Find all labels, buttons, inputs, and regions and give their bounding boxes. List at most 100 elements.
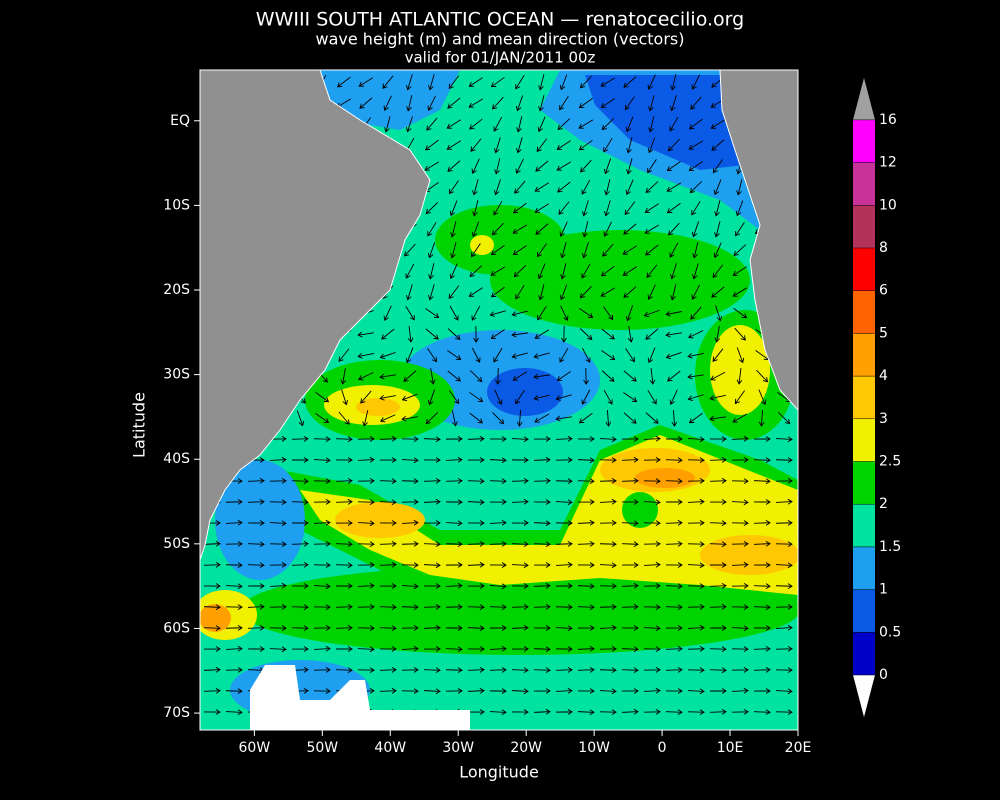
vector [666, 182, 682, 192]
vector [621, 541, 639, 548]
vector [379, 457, 397, 463]
vector [709, 456, 727, 463]
vector [427, 389, 436, 406]
green-region [435, 205, 565, 275]
vector [625, 179, 634, 196]
vector [379, 520, 397, 526]
vector [599, 457, 617, 463]
vector [315, 391, 330, 403]
vector [775, 436, 793, 443]
vector [687, 709, 705, 715]
vector [313, 645, 331, 652]
vector [604, 179, 611, 196]
vector [555, 415, 572, 422]
vector [645, 181, 659, 194]
vector [691, 200, 701, 216]
vector [533, 456, 551, 463]
antarctica [250, 665, 470, 730]
colorbar-band [853, 418, 875, 462]
colorbar-band [853, 290, 875, 334]
vector [225, 541, 243, 547]
vector [423, 646, 441, 652]
vector [357, 625, 375, 631]
vector [688, 161, 703, 171]
vector [445, 667, 463, 674]
vector [691, 221, 700, 238]
vector [468, 77, 483, 87]
vector [379, 625, 397, 632]
vector [714, 326, 721, 343]
y-tick-label: 70S [163, 705, 190, 721]
vector [357, 667, 375, 673]
vector [778, 412, 791, 425]
vector [555, 583, 573, 589]
vector [533, 436, 551, 442]
vector [709, 436, 727, 442]
vector [379, 540, 397, 547]
vector [511, 688, 529, 695]
colorbar-label: 3 [879, 411, 888, 427]
vector [490, 266, 506, 276]
vector [775, 688, 793, 695]
vector [493, 347, 503, 363]
vector [731, 583, 749, 589]
vector [515, 95, 524, 112]
vector [579, 285, 592, 299]
vector [469, 412, 483, 424]
vector [599, 603, 617, 610]
green-region [622, 492, 658, 528]
y-axis-label: Latitude [130, 392, 149, 458]
vector [429, 368, 436, 385]
vector [647, 159, 657, 174]
vector [753, 562, 771, 568]
vector [537, 116, 546, 133]
colorbar-label: 1.5 [879, 539, 901, 555]
vector [578, 412, 593, 424]
vector [665, 583, 683, 590]
vector [247, 624, 265, 631]
vector [731, 478, 749, 484]
vector [602, 306, 614, 321]
vector [582, 200, 589, 217]
vector [225, 645, 243, 652]
vector [533, 520, 551, 527]
vector [622, 266, 637, 276]
vector [624, 96, 635, 111]
vector [581, 263, 591, 279]
vector [643, 435, 661, 442]
vector [710, 371, 726, 381]
vector [471, 158, 480, 175]
colorbar-label: 4 [879, 368, 888, 384]
vector [427, 221, 437, 237]
yellow-region [470, 235, 494, 255]
vector [691, 74, 700, 90]
vector [511, 520, 529, 526]
vector [470, 138, 482, 152]
vector [709, 415, 726, 422]
vector [753, 457, 771, 464]
vector [335, 541, 353, 548]
vector [732, 287, 748, 297]
vector [647, 389, 657, 405]
vector [536, 243, 547, 258]
vector [247, 646, 265, 652]
vector [335, 583, 353, 589]
vector [379, 351, 396, 360]
vector [665, 478, 683, 485]
vector [577, 583, 595, 590]
vector [671, 409, 678, 427]
vector [599, 624, 617, 631]
vector [533, 562, 551, 568]
vector [583, 367, 589, 385]
vector [643, 520, 661, 526]
vector [472, 179, 479, 196]
vector [621, 667, 639, 674]
vector [404, 243, 416, 257]
vector [533, 708, 551, 715]
vector [379, 687, 397, 694]
vector [712, 264, 724, 279]
vector [555, 540, 573, 547]
vector [357, 456, 375, 463]
vector [709, 688, 727, 694]
y-tick-label: 50S [163, 536, 190, 552]
